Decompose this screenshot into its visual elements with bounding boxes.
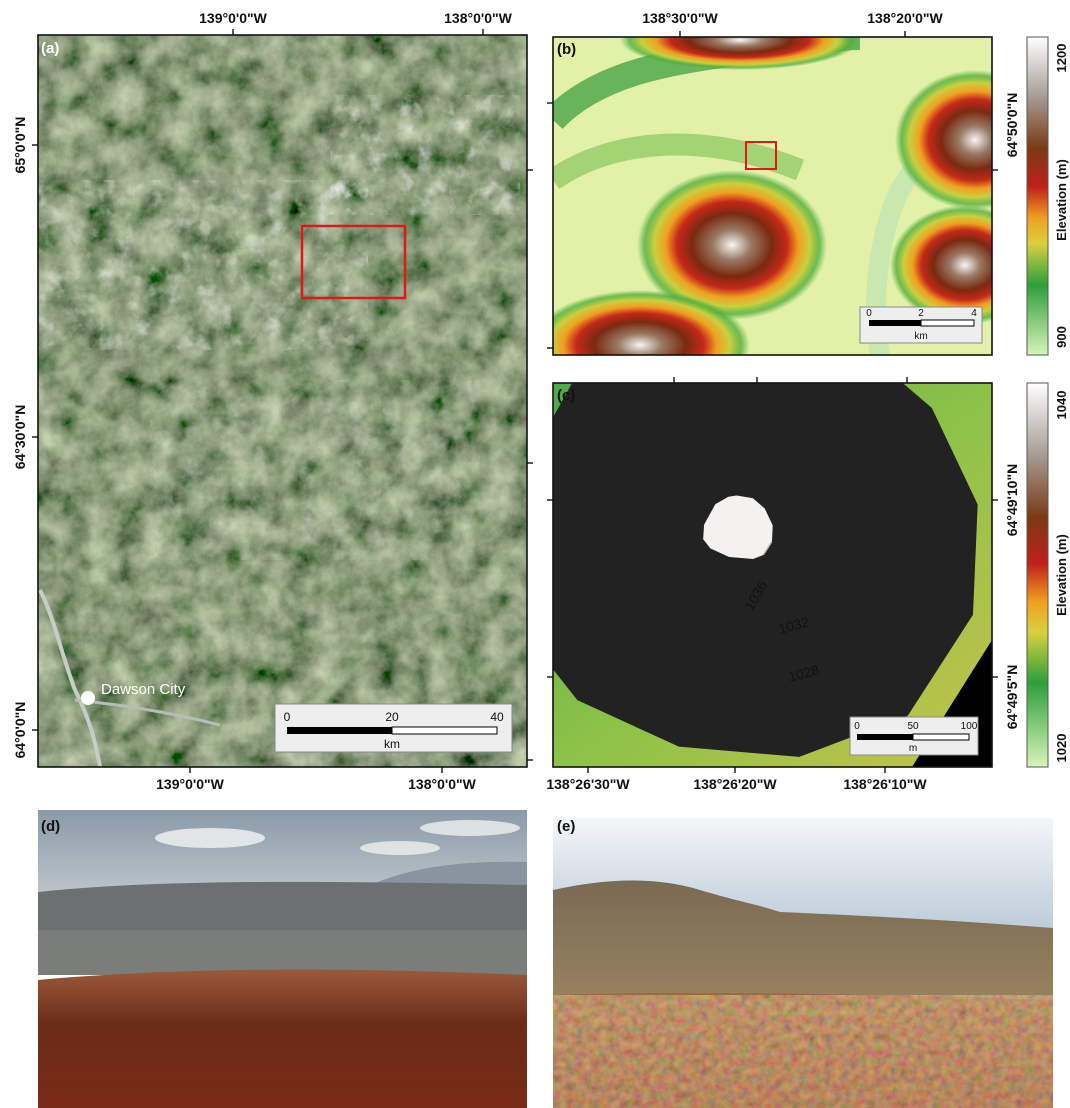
lon-label: 139°0'0"W <box>156 776 224 792</box>
colorbar-max: 1040 <box>1054 391 1069 420</box>
scale-tick: 4 <box>971 308 977 319</box>
lat-label: 64°49'10"N <box>1004 464 1020 536</box>
page: {"panels": { "a": {"label": "(a)", "lon_… <box>0 0 1070 1108</box>
place-label: Dawson City <box>101 681 186 698</box>
scale-unit: km <box>914 331 927 342</box>
panel-label: (b) <box>557 41 576 58</box>
town-marker <box>81 691 95 705</box>
scale-unit: km <box>384 737 400 751</box>
lon-label: 138°0'0"W <box>444 10 512 26</box>
dem-detail <box>553 383 992 767</box>
scale-tick: 100 <box>961 721 978 732</box>
panel-label: (c) <box>557 387 575 404</box>
lat-label: 64°49'5"N <box>1004 665 1020 730</box>
scale-unit: m <box>909 743 917 754</box>
lat-label: 64°30'0"N <box>12 405 28 470</box>
lon-label: 139°0'0"W <box>199 10 267 26</box>
figure: Dawson City (a) 0 20 40 km 139°0'0"W 138… <box>0 0 1070 1108</box>
scale-tick: 2 <box>918 308 924 319</box>
photo <box>38 810 527 1108</box>
colorbar-min: 900 <box>1054 326 1069 348</box>
panel-label: (e) <box>557 818 575 835</box>
scale-bar: 0 2 4 km <box>860 307 982 343</box>
lat-label: 65°0'0"N <box>12 117 28 174</box>
panel-label: (a) <box>41 40 59 57</box>
lon-label: 138°30'0"W <box>642 10 718 26</box>
colorbar <box>1027 383 1048 767</box>
colorbar <box>1027 37 1048 355</box>
scale-tick: 50 <box>907 721 919 732</box>
scale-bar: 0 20 40 km <box>275 704 512 752</box>
panel-label: (d) <box>41 818 60 835</box>
scale-tick: 40 <box>490 710 504 724</box>
colorbar-min: 1020 <box>1054 734 1069 763</box>
lon-label: 138°20'0"W <box>867 10 943 26</box>
lon-label: 138°0'0"W <box>408 776 476 792</box>
colorbar-title: Elevation (m) <box>1054 159 1069 241</box>
scale-tick: 0 <box>866 308 872 319</box>
lon-label: 138°26'10"W <box>843 776 927 792</box>
lat-label: 64°50'0"N <box>1004 93 1020 158</box>
colorbar-max: 1200 <box>1054 44 1069 73</box>
lon-label: 138°26'30"W <box>546 776 630 792</box>
lat-label: 64°0'0"N <box>12 702 28 759</box>
scale-tick: 20 <box>385 710 399 724</box>
colorbar-title: Elevation (m) <box>1054 534 1069 616</box>
scale-tick: 0 <box>284 710 291 724</box>
photo <box>553 818 1053 1108</box>
scale-tick: 0 <box>854 721 860 732</box>
scale-bar: 0 50 100 m <box>850 717 978 755</box>
satellite-map <box>38 35 527 767</box>
lon-label: 138°26'20"W <box>693 776 777 792</box>
